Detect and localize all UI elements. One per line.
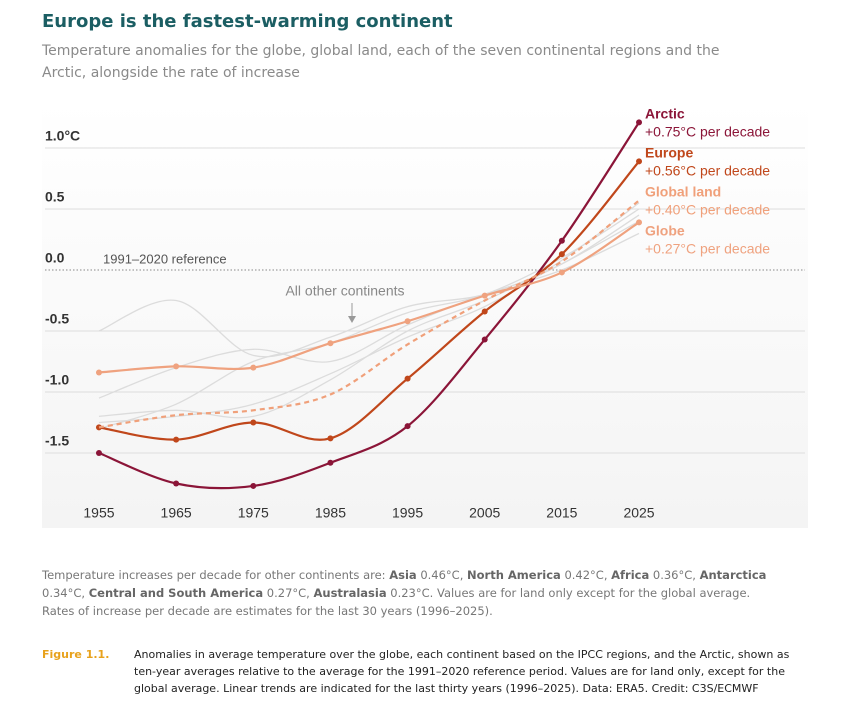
reference-label: 1991–2020 reference <box>103 251 227 266</box>
y-tick-label: -1.0 <box>45 372 69 388</box>
caption-label: Figure 1.1. <box>42 648 110 661</box>
marker <box>558 237 565 244</box>
other-line <box>98 220 640 419</box>
series-rate: +0.75°C per decade <box>645 124 770 140</box>
note-outro: Values are for land only except for the … <box>42 586 751 618</box>
marker <box>481 336 488 343</box>
marker <box>173 363 180 370</box>
marker <box>250 482 257 489</box>
series-name: Global land <box>645 184 721 200</box>
y-tick-label: 1.0°C <box>45 128 80 144</box>
marker <box>481 308 488 315</box>
x-tick-label: 1985 <box>315 505 346 521</box>
note-continent: Antarctica <box>699 568 767 582</box>
caption: Figure 1.1. Anomalies in average tempera… <box>42 646 802 697</box>
marker <box>327 459 334 466</box>
note-value: 0.23°C. <box>390 586 434 600</box>
plot-area <box>42 100 808 528</box>
series-name: Europe <box>645 145 693 161</box>
x-tick-label: 1995 <box>392 505 423 521</box>
note-continent: North America <box>467 568 561 582</box>
x-tick-label: 2015 <box>546 505 577 521</box>
marker <box>636 158 643 165</box>
marker <box>95 369 102 376</box>
caption-text: Anomalies in average temperature over th… <box>134 648 790 695</box>
marker <box>173 436 180 443</box>
series-rate: +0.40°C per decade <box>645 202 770 218</box>
note: Temperature increases per decade for oth… <box>42 566 782 620</box>
marker <box>404 423 411 430</box>
marker <box>636 119 643 126</box>
marker <box>404 375 411 382</box>
x-tick-label: 1965 <box>161 505 192 521</box>
marker <box>558 251 565 258</box>
subtitle: Temperature anomalies for the globe, glo… <box>42 43 720 81</box>
x-tick-label: 2025 <box>623 505 654 521</box>
marker <box>636 219 643 226</box>
note-intro: Temperature increases per decade for oth… <box>42 568 386 582</box>
note-value: 0.27°C, <box>266 586 310 600</box>
y-tick-label: -0.5 <box>45 311 69 327</box>
series-name: Globe <box>645 223 685 239</box>
series-line <box>98 221 640 374</box>
others-annotation: All other continents <box>285 283 404 299</box>
note-value: 0.46°C, <box>420 568 464 582</box>
x-tick-label: 1975 <box>238 505 269 521</box>
series-name: Arctic <box>645 106 685 122</box>
marker <box>558 269 565 276</box>
chart: 1.0°C 0.5 0.0 -0.5 -1.0 -1.5 1991–2020 referen… <box>42 100 808 528</box>
note-value: 0.34°C, <box>42 586 86 600</box>
y-tick-label: -1.5 <box>45 433 69 449</box>
annotation-arrowhead <box>348 316 356 323</box>
series-rate: +0.56°C per decade <box>645 163 770 179</box>
marker <box>327 340 334 347</box>
note-value: 0.36°C, <box>652 568 696 582</box>
marker <box>481 292 488 299</box>
series-line <box>98 160 640 441</box>
series-rate: +0.27°C per decade <box>645 241 770 257</box>
note-value: 0.42°C, <box>564 568 608 582</box>
marker <box>404 318 411 325</box>
series-line <box>98 199 640 429</box>
note-continent: Central and South America <box>88 586 264 600</box>
other-line <box>98 208 640 430</box>
y-tick-label: 0.0 <box>45 250 65 266</box>
marker <box>250 419 257 426</box>
y-tick-label: 0.5 <box>45 189 65 205</box>
x-tick-label: 1955 <box>83 505 114 521</box>
title: Europe is the fastest-warming continent <box>42 11 453 32</box>
marker <box>327 435 334 442</box>
marker <box>250 364 257 371</box>
note-continent: Australasia <box>313 586 387 600</box>
note-continent: Asia <box>389 568 417 582</box>
marker <box>173 480 180 487</box>
marker <box>95 450 102 456</box>
x-tick-label: 2005 <box>469 505 500 521</box>
note-continent: Africa <box>611 568 650 582</box>
